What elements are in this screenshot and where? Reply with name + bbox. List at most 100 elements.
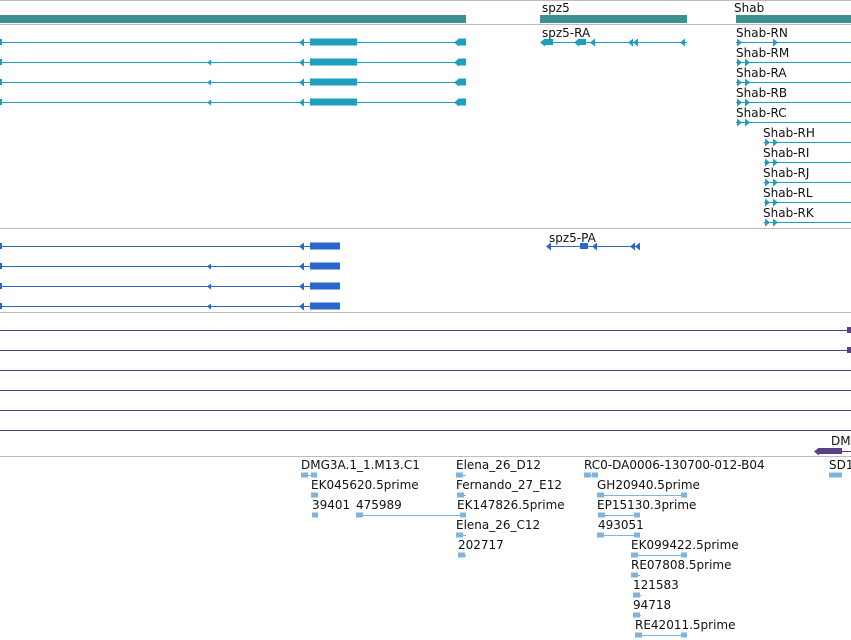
- est-box: [356, 512, 363, 518]
- exon-box: [0, 59, 2, 65]
- exon-box: [310, 282, 340, 290]
- est-label[interactable]: 39401: [312, 498, 351, 512]
- exon-box: [0, 263, 2, 269]
- track-divider: [0, 312, 851, 313]
- est-label[interactable]: Fernando_27_E12: [456, 478, 562, 492]
- strand-arrow: [765, 198, 770, 207]
- exon-box: [0, 283, 2, 289]
- exon-box: [310, 302, 340, 310]
- exon-box: [310, 58, 357, 66]
- strand-arrow: [773, 138, 778, 147]
- mrna-label[interactable]: Shab-RA: [736, 66, 787, 80]
- gene-bar: [736, 15, 851, 23]
- exon-box: [0, 39, 2, 45]
- est-label[interactable]: RE42011.5prime: [635, 618, 736, 632]
- strand-arrow: [633, 38, 638, 47]
- protein-label[interactable]: spz5-PA: [549, 231, 596, 245]
- exon-box: [0, 243, 2, 249]
- strand-arrow: [773, 178, 778, 187]
- est-box: [634, 532, 640, 538]
- strand-arrow: [299, 98, 304, 107]
- est-label[interactable]: 202717: [458, 538, 504, 552]
- strand-arrow: [207, 283, 211, 290]
- est-label[interactable]: 94718: [633, 598, 672, 612]
- strand-arrow: [765, 158, 770, 167]
- mrna-label[interactable]: Shab-RK: [763, 206, 814, 220]
- gene-label-spz5[interactable]: spz5: [542, 1, 570, 15]
- est-label[interactable]: 493051: [598, 518, 644, 532]
- est-box: [311, 492, 318, 498]
- strand-arrow: [299, 242, 304, 251]
- mrna-label[interactable]: Shab-RJ: [763, 166, 810, 180]
- est-box: [301, 472, 308, 478]
- strand-arrow: [737, 98, 742, 107]
- strand-arrow: [765, 178, 770, 187]
- est-box: [592, 472, 598, 478]
- strand-arrow: [773, 198, 778, 207]
- strand-arrow: [680, 38, 685, 47]
- est-label[interactable]: EK147826.5prime: [457, 498, 565, 512]
- est-box: [456, 472, 463, 478]
- est-label[interactable]: RC0-DA0006-130700-012-B04: [584, 458, 765, 472]
- strand-arrow: [737, 38, 742, 47]
- strand-arrow: [773, 218, 778, 227]
- strand-arrow: [207, 59, 211, 66]
- track-divider: [0, 24, 851, 25]
- gene-bar: [0, 15, 466, 23]
- exon-box: [310, 38, 357, 46]
- track-divider: [0, 228, 851, 229]
- est-box: [312, 512, 318, 518]
- strand-arrow: [299, 302, 304, 311]
- mrna-label[interactable]: Shab-RB: [736, 86, 788, 100]
- est-label[interactable]: Elena_26_C12: [456, 518, 541, 532]
- mrna-label[interactable]: Shab-RC: [736, 106, 787, 120]
- est-label[interactable]: 475989: [356, 498, 402, 512]
- est-label[interactable]: SD1: [829, 458, 851, 472]
- strand-arrow: [540, 38, 545, 47]
- feature-label[interactable]: DM: [831, 434, 851, 448]
- strand-arrow: [207, 79, 211, 86]
- est-box: [598, 512, 605, 518]
- strand-arrow: [745, 58, 750, 67]
- est-box: [681, 552, 687, 558]
- strand-arrow: [737, 78, 742, 87]
- strand-arrow: [635, 242, 640, 251]
- mrna-label[interactable]: Shab-RM: [736, 46, 790, 60]
- mrna-label[interactable]: Shab-RL: [763, 186, 813, 200]
- est-label[interactable]: EK099422.5prime: [631, 538, 739, 552]
- est-box: [633, 592, 640, 598]
- feature-box: [818, 448, 842, 454]
- mrna-label[interactable]: Shab-RH: [763, 126, 815, 140]
- strand-arrow: [745, 78, 750, 87]
- strand-arrow: [299, 262, 304, 271]
- strand-arrow: [773, 158, 778, 167]
- est-label[interactable]: RE07808.5prime: [631, 558, 732, 572]
- mrna-label[interactable]: spz5-RA: [542, 26, 591, 40]
- est-box: [633, 612, 640, 618]
- strand-arrow: [628, 38, 633, 47]
- strand-arrow: [737, 58, 742, 67]
- est-box: [584, 472, 591, 478]
- strand-arrow: [299, 58, 304, 67]
- strand-arrow: [454, 98, 459, 107]
- strand-arrow: [207, 303, 211, 310]
- est-label[interactable]: DMG3A.1_1.M13.C1: [301, 458, 420, 472]
- est-label[interactable]: GH20940.5prime: [597, 478, 700, 492]
- est-label[interactable]: EK045620.5prime: [311, 478, 419, 492]
- est-box: [597, 532, 604, 538]
- mrna-label[interactable]: Shab-RN: [736, 26, 788, 40]
- strand-arrow: [207, 263, 211, 270]
- strand-arrow: [765, 218, 770, 227]
- est-box: [311, 472, 317, 478]
- est-box: [456, 532, 463, 538]
- strand-arrow: [207, 99, 211, 106]
- est-label[interactable]: 121583: [633, 578, 679, 592]
- track-divider: [0, 0, 851, 1]
- gene-label-shab[interactable]: Shab: [734, 1, 765, 15]
- mrna-label[interactable]: Shab-RI: [763, 146, 810, 160]
- est-label[interactable]: EP15130.3prime: [597, 498, 697, 512]
- est-box: [597, 492, 604, 498]
- est-label[interactable]: Elena_26_D12: [456, 458, 542, 472]
